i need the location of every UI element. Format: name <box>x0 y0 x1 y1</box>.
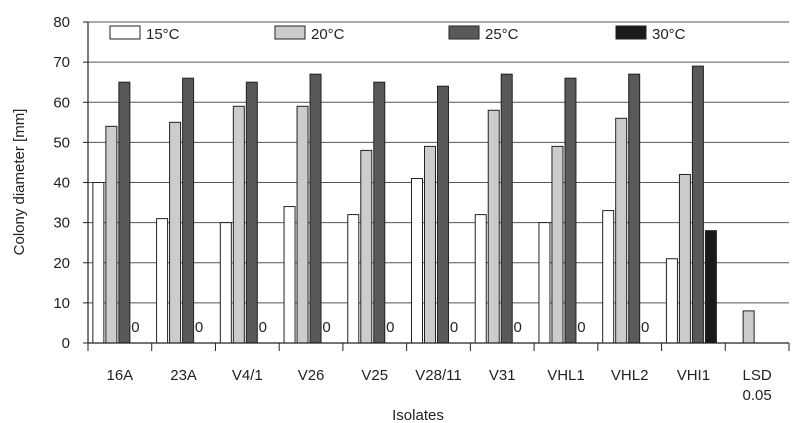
y-tick-label: 10 <box>53 295 70 312</box>
bar-3 <box>691 65 704 344</box>
bar-2 <box>296 105 309 344</box>
bar-3 <box>309 73 322 344</box>
x-tick-label: 16A <box>107 367 134 384</box>
bar-1 <box>411 177 423 344</box>
y-tick-label: 30 <box>53 215 70 232</box>
legend-label: 30°C <box>652 26 686 43</box>
axes <box>83 21 790 351</box>
bar-2 <box>551 145 564 344</box>
y-tick-label: 80 <box>53 14 70 31</box>
legend-swatch <box>109 25 141 40</box>
bar-2 <box>105 125 118 344</box>
x-tick-label: V25 <box>361 367 388 384</box>
x-tick-label: 23A <box>170 367 197 384</box>
bar-1 <box>156 218 169 344</box>
bar-3 <box>437 85 449 344</box>
legend: 15°C 20°C 25°C 30°C <box>109 25 686 43</box>
bar-3 <box>373 81 386 344</box>
x-tick-label: V26 <box>298 367 325 384</box>
bar-3 <box>118 81 131 344</box>
zero-value-label: 0 <box>131 319 139 336</box>
zero-value-label: 0 <box>450 319 458 336</box>
bar-2 <box>169 121 182 344</box>
bar-4 <box>704 230 717 344</box>
legend-swatch <box>615 25 647 40</box>
zero-value-label: 0 <box>322 319 330 336</box>
x-tick-label: V28/11 <box>415 367 461 384</box>
y-tick-label: 70 <box>53 54 70 71</box>
x-tick-label: V4/1 <box>232 367 263 384</box>
x-tick-label: VHL2 <box>611 367 649 384</box>
bar-1 <box>219 222 232 344</box>
x-tick-label: V31 <box>489 367 516 384</box>
bar-1 <box>538 222 551 344</box>
y-tick-label: 40 <box>53 175 70 192</box>
x-tick-label: VHL1 <box>547 367 585 384</box>
x-tick-label: 0.05 <box>743 387 772 404</box>
y-tick-label: 60 <box>53 94 70 111</box>
bar-3 <box>245 81 258 344</box>
bar-2 <box>360 149 373 344</box>
bar-2 <box>742 310 755 344</box>
bar-3 <box>182 77 195 344</box>
x-tick-label: LSD <box>743 367 772 384</box>
zero-value-label: 0 <box>195 319 203 336</box>
bar-1 <box>347 214 360 344</box>
legend-label: 20°C <box>311 26 345 43</box>
bar-3 <box>500 73 513 344</box>
y-tick-label: 20 <box>53 255 70 272</box>
bar-1 <box>283 206 296 344</box>
bar-3 <box>628 73 641 344</box>
bar-1 <box>92 182 105 344</box>
zero-value-label: 0 <box>514 319 522 336</box>
bar-2 <box>424 145 436 344</box>
y-tick-label: 50 <box>53 134 70 151</box>
labels: 0 10 20 30 40 50 60 70 80 16A 23A V4/1 V26 V25 V28/11 V… <box>53 14 772 404</box>
zero-value-label: 0 <box>259 319 267 336</box>
x-tick-label: VHI1 <box>677 367 710 384</box>
bar-1 <box>602 210 615 344</box>
bar-2 <box>678 173 691 344</box>
zero-value-label: 0 <box>577 319 585 336</box>
zero-value-label: 0 <box>641 319 649 336</box>
bar-2 <box>615 117 628 344</box>
bar-3 <box>564 77 577 344</box>
bar-1 <box>474 214 487 344</box>
legend-swatch <box>274 25 306 40</box>
legend-swatch <box>448 25 480 40</box>
legend-label: 15°C <box>146 26 180 43</box>
y-tick-label: 0 <box>62 335 70 352</box>
bar-1 <box>665 258 678 344</box>
y-axis-title: Colony diameter [mm] <box>11 109 28 256</box>
x-axis-title: Isolates <box>392 407 444 423</box>
bar-2 <box>487 109 500 344</box>
bar-2 <box>232 105 245 344</box>
bars <box>92 65 755 344</box>
zero-value-label: 0 <box>386 319 394 336</box>
legend-label: 25°C <box>485 26 519 43</box>
